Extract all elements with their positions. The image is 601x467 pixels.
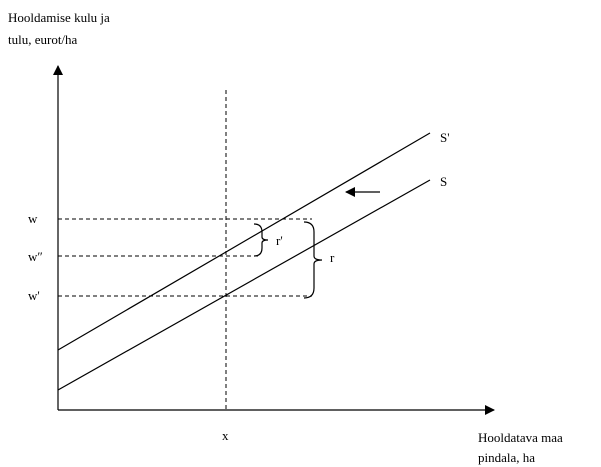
bracket-label: r' (276, 233, 283, 248)
y-axis-label: Hooldamise kulu ja (8, 10, 110, 25)
curve-s-prime (57, 132, 431, 351)
bracket-r-prime (253, 223, 269, 257)
x-axis-label: pindala, ha (478, 450, 535, 465)
bracket-label: r (330, 250, 335, 265)
curve-label: S (440, 174, 447, 189)
y-axis-label: tulu, eurot/ha (8, 32, 78, 47)
x-axis-label: Hooldatava maa (478, 430, 563, 445)
curve-label: S' (440, 130, 450, 145)
w1-label: w' (28, 288, 40, 303)
w2-label: w″ (28, 249, 43, 264)
x-label: x (222, 428, 229, 443)
w-label: w (28, 211, 38, 226)
bracket-r (303, 221, 323, 299)
curve-s (57, 179, 431, 391)
